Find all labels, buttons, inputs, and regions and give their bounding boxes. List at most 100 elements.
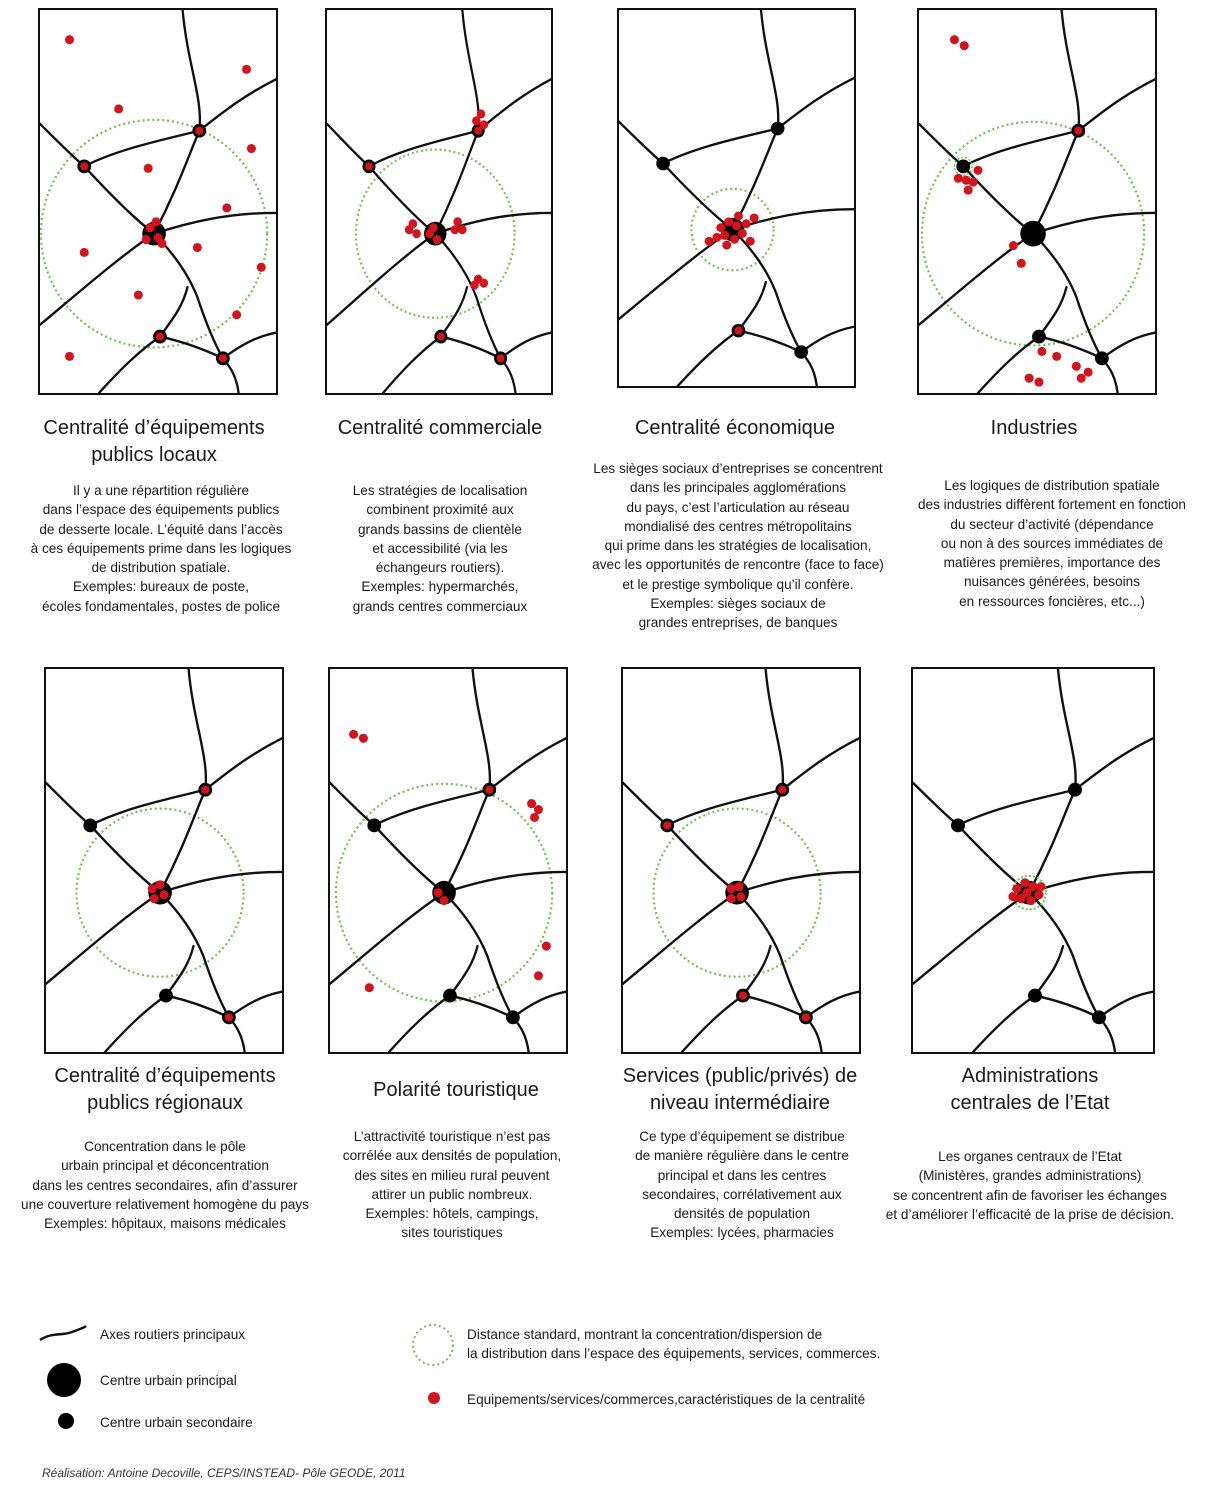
facility-point	[472, 116, 481, 126]
facility-point	[133, 290, 143, 300]
facility-point	[737, 228, 747, 238]
map-panel-5	[44, 667, 284, 1054]
facility-point	[476, 109, 486, 119]
facility-point	[470, 280, 479, 290]
road	[913, 891, 1031, 985]
facility-point	[716, 223, 726, 233]
road	[488, 737, 566, 791]
facility-point	[1020, 878, 1030, 888]
facility-point	[496, 354, 505, 363]
facility-point	[745, 236, 755, 246]
road	[89, 824, 162, 894]
road	[327, 122, 480, 168]
road	[330, 891, 446, 985]
facility-point	[358, 733, 368, 743]
facility-point	[147, 884, 157, 894]
road	[511, 990, 566, 1019]
facility-point	[479, 120, 489, 130]
legend-facilities-symbol	[428, 1392, 440, 1404]
facility-point	[155, 880, 165, 890]
credit-line: Réalisation: Antoine Decoville, CEPS/INS…	[42, 1466, 406, 1480]
road	[776, 76, 854, 130]
facility-point	[527, 799, 537, 809]
facility-point	[741, 219, 751, 229]
map-panel-6	[328, 667, 568, 1054]
standard-distance-circle	[953, 156, 973, 177]
road	[152, 211, 276, 235]
map-svg-6	[330, 669, 566, 1052]
legend-facilities-label: Equipements/services/commerces,caractéri…	[467, 1392, 866, 1407]
road	[1097, 990, 1153, 1019]
legend-standard-distance-label: Distance standard, montrant la concentra…	[467, 1327, 881, 1362]
road	[666, 824, 739, 894]
facility-point	[450, 225, 460, 235]
facility-point	[734, 882, 744, 892]
map-svg-4	[919, 10, 1155, 393]
panel-3-title: Centralité économique	[634, 417, 836, 439]
road	[1037, 285, 1068, 338]
standard-distance-circle	[40, 118, 269, 349]
main-urban-center	[432, 880, 456, 905]
facility-point	[256, 262, 266, 272]
facility-point	[961, 175, 971, 185]
road	[40, 232, 156, 326]
secondary-urban-center	[1068, 782, 1082, 797]
facility-point	[712, 232, 722, 242]
road	[434, 232, 517, 393]
road	[781, 737, 859, 791]
road	[46, 781, 207, 827]
facility-point	[479, 278, 489, 288]
standard-distance-circle	[690, 187, 775, 272]
map-panel-3	[617, 8, 856, 388]
facility-point	[704, 236, 714, 246]
road	[158, 285, 189, 338]
road	[381, 335, 442, 393]
facility-point	[949, 35, 959, 45]
road	[731, 10, 780, 231]
panel-7-description: Ce type d’équipement se distribue de man…	[635, 1129, 849, 1241]
road	[1027, 870, 1153, 894]
road	[442, 891, 530, 1052]
legend-secondary-center-label: Centre urbain secondaire	[100, 1415, 253, 1430]
facility-point	[412, 229, 421, 239]
secondary-urban-center	[956, 159, 971, 174]
road	[919, 232, 1035, 326]
facility-point	[404, 225, 414, 235]
standard-distance-circle	[354, 148, 516, 319]
facility-point	[79, 247, 89, 258]
facility-point	[1034, 377, 1044, 387]
road	[1027, 669, 1077, 894]
facility-point	[224, 1013, 234, 1022]
map-panel-2	[325, 8, 553, 395]
facility-point	[1022, 888, 1032, 898]
facility-point	[778, 785, 787, 794]
map-svg-2	[327, 10, 551, 393]
secondary-urban-center	[83, 818, 98, 833]
facility-point	[749, 213, 759, 223]
facility-point	[1008, 240, 1018, 251]
facility-point	[429, 223, 438, 233]
road	[158, 891, 246, 1052]
facility-point	[1012, 884, 1022, 894]
facility-point	[530, 812, 540, 823]
map-svg-3	[619, 10, 854, 386]
facility-point	[953, 173, 963, 183]
facility-point	[232, 310, 242, 320]
panel-8-title: Administrations centrales de l’Etat	[950, 1065, 1110, 1114]
facility-point	[1016, 894, 1026, 904]
road	[799, 325, 854, 354]
panel-1-title: Centralité d’équipements publics locaux	[43, 417, 265, 466]
facility-point	[738, 991, 748, 1000]
legend-standard-distance-symbol	[412, 1324, 454, 1366]
road	[1031, 211, 1155, 235]
road	[623, 891, 739, 985]
road	[373, 824, 446, 894]
road	[442, 870, 566, 894]
road	[152, 232, 240, 393]
road	[227, 990, 282, 1019]
road	[623, 781, 784, 827]
facility-point	[453, 217, 462, 227]
road	[735, 891, 823, 1052]
road	[387, 994, 452, 1052]
facility-point	[1036, 882, 1046, 892]
